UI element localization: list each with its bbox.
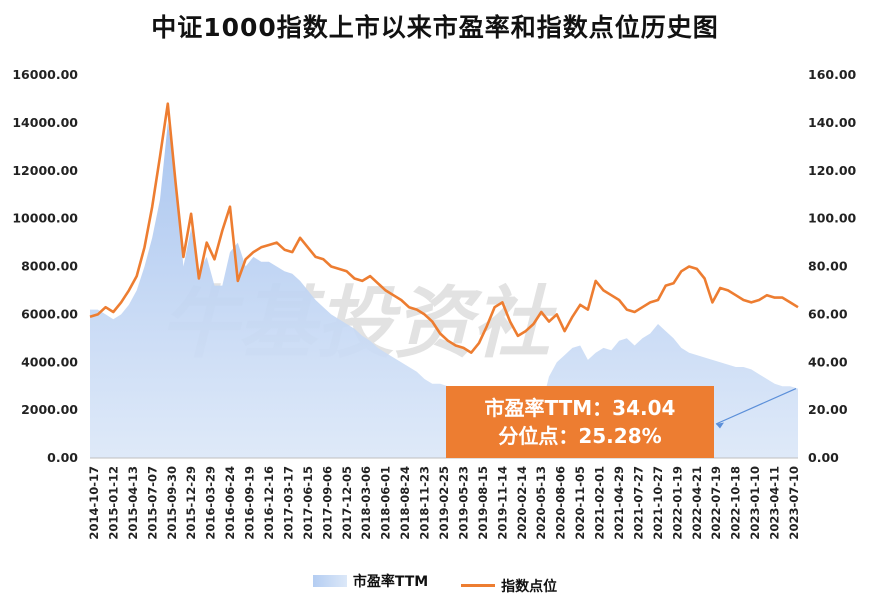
right-tick-label: 100.00 bbox=[808, 211, 857, 226]
x-tick-label: 2015-12-29 bbox=[184, 466, 198, 540]
x-axis-ticks: 2014-10-17 2015-01-12 2015-04-13 2015-07-07… bbox=[87, 466, 801, 540]
x-tick-label: 2016-03-29 bbox=[204, 466, 218, 540]
x-tick-label: 2022-07-19 bbox=[709, 466, 723, 540]
left-tick-label: 16000.00 bbox=[12, 67, 78, 82]
x-tick-label: 2019-05-23 bbox=[456, 466, 470, 540]
x-tick-label: 2018-03-06 bbox=[359, 466, 373, 540]
right-tick-label: 80.00 bbox=[808, 259, 848, 274]
left-tick-label: 6000.00 bbox=[21, 306, 78, 321]
left-tick-label: 14000.00 bbox=[12, 115, 78, 130]
legend-swatch-line bbox=[461, 584, 496, 587]
x-tick-label: 2023-04-11 bbox=[768, 466, 782, 540]
x-tick-label: 2017-06-15 bbox=[301, 466, 315, 540]
x-tick-label: 2019-08-15 bbox=[476, 466, 490, 540]
x-tick-label: 2021-02-01 bbox=[593, 466, 607, 540]
x-tick-label: 2021-10-27 bbox=[651, 466, 665, 540]
x-tick-label: 2014-10-17 bbox=[87, 466, 101, 540]
callout-arrow bbox=[715, 388, 797, 429]
index-line-series bbox=[89, 102, 799, 354]
left-tick-label: 0.00 bbox=[47, 450, 78, 465]
left-tick-label: 8000.00 bbox=[21, 259, 78, 274]
arrow-head bbox=[716, 422, 724, 429]
x-tick-label: 2020-05-13 bbox=[534, 466, 548, 540]
chart-title: 中证1000指数上市以来市盈率和指数点位历史图 bbox=[151, 13, 719, 42]
x-tick-label: 2019-11-14 bbox=[495, 466, 509, 540]
x-tick-label: 2017-03-17 bbox=[281, 466, 295, 540]
x-tick-label: 2016-09-19 bbox=[243, 466, 257, 540]
left-tick-label: 4000.00 bbox=[21, 354, 78, 369]
pe-area-series bbox=[90, 122, 798, 459]
x-tick-label: 2017-12-05 bbox=[340, 466, 354, 540]
x-tick-label: 2018-06-01 bbox=[379, 466, 393, 540]
x-tick-label: 2017-09-06 bbox=[320, 466, 334, 540]
x-tick-label: 2022-10-18 bbox=[729, 466, 743, 540]
x-tick-label: 2015-01-12 bbox=[106, 466, 120, 540]
legend-item-index: 指数点位 bbox=[461, 576, 557, 596]
x-tick-label: 2020-02-14 bbox=[515, 466, 529, 540]
right-tick-label: 40.00 bbox=[808, 354, 848, 369]
x-tick-label: 2015-04-13 bbox=[126, 466, 140, 540]
x-tick-label: 2016-06-24 bbox=[223, 466, 237, 540]
callout-pe-value: 市盈率TTM：34.04 bbox=[484, 396, 676, 420]
right-tick-label: 140.00 bbox=[808, 115, 857, 130]
x-tick-label: 2015-07-07 bbox=[145, 466, 159, 540]
legend-swatch-area bbox=[312, 575, 347, 587]
left-axis-ticks: 0.00 2000.00 4000.00 6000.00 8000.00 10000.00… bbox=[12, 67, 78, 465]
legend-item-pe: 市盈率TTM bbox=[312, 571, 429, 591]
pe-callout-box: 市盈率TTM：34.04 分位点：25.28% bbox=[446, 386, 714, 458]
index-line-path bbox=[89, 102, 799, 354]
right-tick-label: 120.00 bbox=[808, 163, 857, 178]
right-tick-label: 0.00 bbox=[808, 450, 839, 465]
x-tick-label: 2021-07-27 bbox=[631, 466, 645, 540]
right-tick-label: 20.00 bbox=[808, 402, 848, 417]
right-tick-label: 160.00 bbox=[808, 67, 857, 82]
x-tick-label: 2022-01-19 bbox=[670, 466, 684, 540]
x-tick-label: 2018-08-24 bbox=[398, 466, 412, 540]
right-axis-ticks: 0.00 20.00 40.00 60.00 80.00 100.00 120.00 140.… bbox=[808, 67, 857, 465]
left-tick-label: 2000.00 bbox=[21, 402, 78, 417]
x-tick-label: 2023-07-10 bbox=[787, 466, 801, 540]
callout-percentile: 分位点：25.28% bbox=[498, 424, 662, 448]
left-tick-label: 10000.00 bbox=[12, 211, 78, 226]
x-tick-label: 2022-04-21 bbox=[690, 466, 704, 540]
x-tick-label: 2021-04-29 bbox=[612, 466, 626, 540]
legend: 市盈率TTM 指数点位 bbox=[0, 571, 870, 596]
x-tick-label: 2019-02-25 bbox=[437, 466, 451, 540]
legend-label-index: 指数点位 bbox=[501, 578, 558, 595]
legend-label-pe: 市盈率TTM bbox=[352, 574, 429, 590]
left-tick-label: 12000.00 bbox=[12, 163, 78, 178]
x-tick-label: 2015-09-30 bbox=[165, 466, 179, 540]
x-tick-label: 2016-12-16 bbox=[262, 466, 276, 540]
x-tick-label: 2020-11-05 bbox=[573, 466, 587, 540]
right-tick-label: 60.00 bbox=[808, 306, 848, 321]
x-tick-label: 2018-11-23 bbox=[418, 466, 432, 540]
pe-area-path bbox=[90, 122, 798, 459]
arrow-line bbox=[715, 388, 797, 425]
x-tick-label: 2023-01-10 bbox=[748, 466, 762, 540]
x-tick-label: 2020-08-06 bbox=[554, 466, 568, 540]
